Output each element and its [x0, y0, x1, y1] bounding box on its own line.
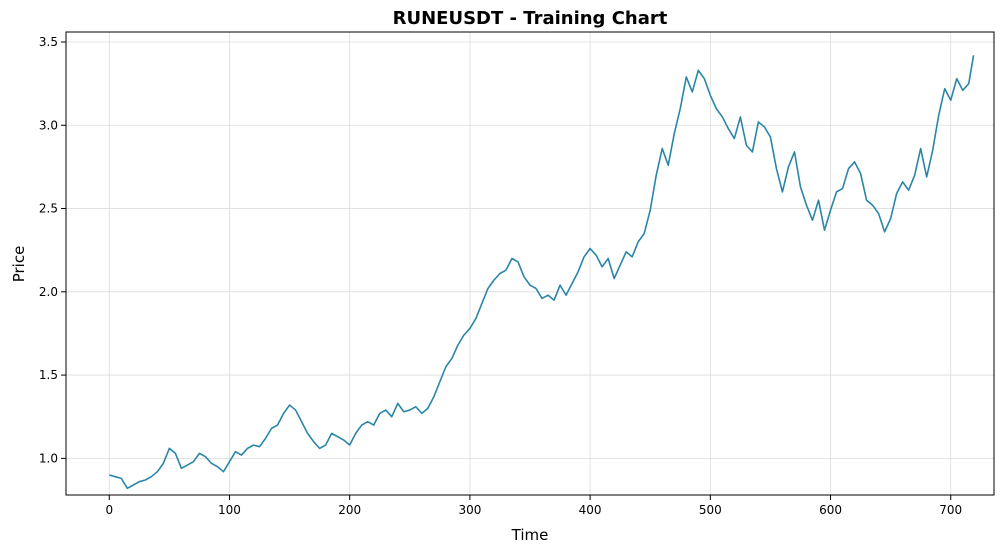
y-tick-label: 2.0: [39, 285, 58, 299]
y-tick-label: 2.5: [39, 202, 58, 216]
x-axis-label: Time: [511, 526, 549, 544]
series-layer: [109, 55, 975, 490]
x-tick-label: 200: [338, 503, 361, 517]
x-tick-label: 0: [105, 503, 113, 517]
y-tick-label: 1.0: [39, 451, 58, 465]
grid-layer: [66, 32, 994, 495]
x-tick-label: 400: [579, 503, 602, 517]
y-tick-label: 3.5: [39, 35, 58, 49]
x-tick-label: 600: [819, 503, 842, 517]
x-tick-label: 300: [458, 503, 481, 517]
x-tick-label: 100: [218, 503, 241, 517]
x-tick-label: 500: [699, 503, 722, 517]
series-line: [109, 55, 975, 490]
y-tick-label: 3.0: [39, 118, 58, 132]
y-tick-label: 1.5: [39, 368, 58, 382]
ticks-layer: 0 100 200 300 400 500 600 700 1.0 1.5 2.0 2.5 3.0 3.5: [39, 35, 962, 517]
x-tick-label: 700: [939, 503, 962, 517]
plot-frame: [65, 31, 995, 496]
y-axis-label: Price: [10, 246, 28, 283]
chart-title: RUNEUSDT - Training Chart: [393, 8, 668, 29]
